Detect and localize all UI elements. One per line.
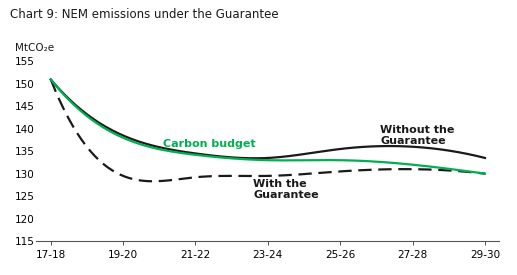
Text: MtCO₂e: MtCO₂e bbox=[14, 43, 54, 53]
Text: Carbon budget: Carbon budget bbox=[163, 139, 255, 150]
Text: Chart 9: NEM emissions under the Guarantee: Chart 9: NEM emissions under the Guarant… bbox=[10, 8, 279, 21]
Text: Without the
Guarantee: Without the Guarantee bbox=[380, 125, 454, 146]
Text: With the
Guarantee: With the Guarantee bbox=[253, 178, 319, 200]
